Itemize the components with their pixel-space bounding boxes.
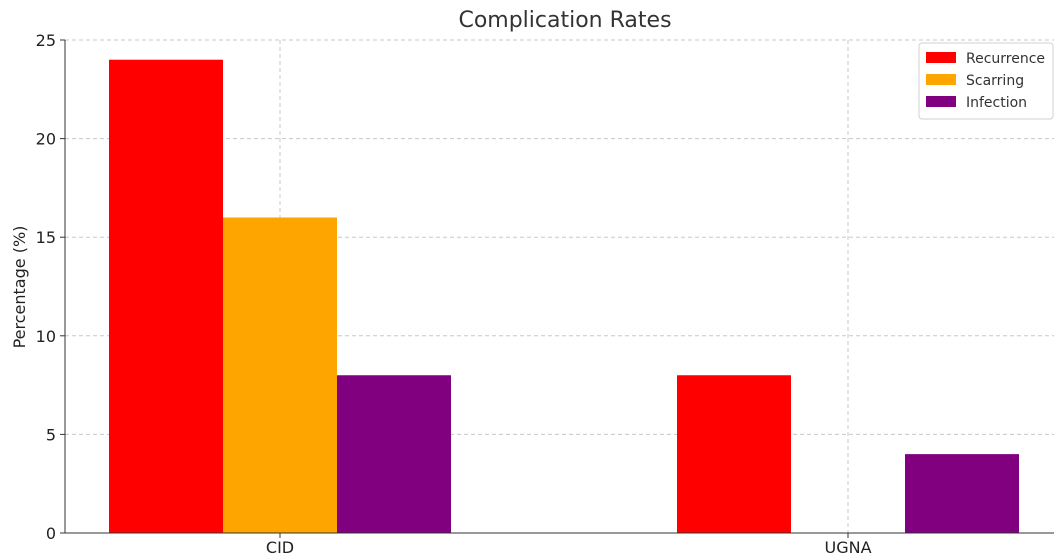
- x-tick-label: UGNA: [824, 538, 871, 557]
- legend-swatch-scarring: [926, 74, 956, 85]
- legend: Recurrence Scarring Infection: [918, 42, 1054, 120]
- y-tick-label: 15: [36, 228, 56, 247]
- y-tick-label: 5: [46, 425, 56, 444]
- legend-label-recurrence: Recurrence: [966, 51, 1045, 67]
- bars: [109, 59, 1019, 534]
- y-axis-label: Percentage (%): [10, 226, 29, 349]
- x-tick-label: CID: [266, 538, 294, 557]
- y-tick-label: 25: [36, 31, 56, 50]
- y-tick-label: 10: [36, 327, 56, 346]
- legend-swatch-recurrence: [926, 52, 956, 63]
- legend-label-infection: Infection: [966, 95, 1027, 111]
- bar-infection-cid: [337, 375, 451, 533]
- bar-infection-ugna: [905, 454, 1019, 533]
- chart-title: Complication Rates: [458, 8, 671, 33]
- y-tick-label: 20: [36, 130, 56, 149]
- bar-recurrence-ugna: [677, 375, 791, 533]
- legend-label-scarring: Scarring: [966, 73, 1024, 89]
- y-tick-label: 0: [46, 524, 56, 543]
- legend-swatch-infection: [926, 96, 956, 107]
- bar-scarring-cid: [223, 217, 337, 534]
- bar-recurrence-cid: [109, 59, 223, 533]
- axes: 0 5 10 15 20 25 CID UGNA: [36, 31, 1054, 557]
